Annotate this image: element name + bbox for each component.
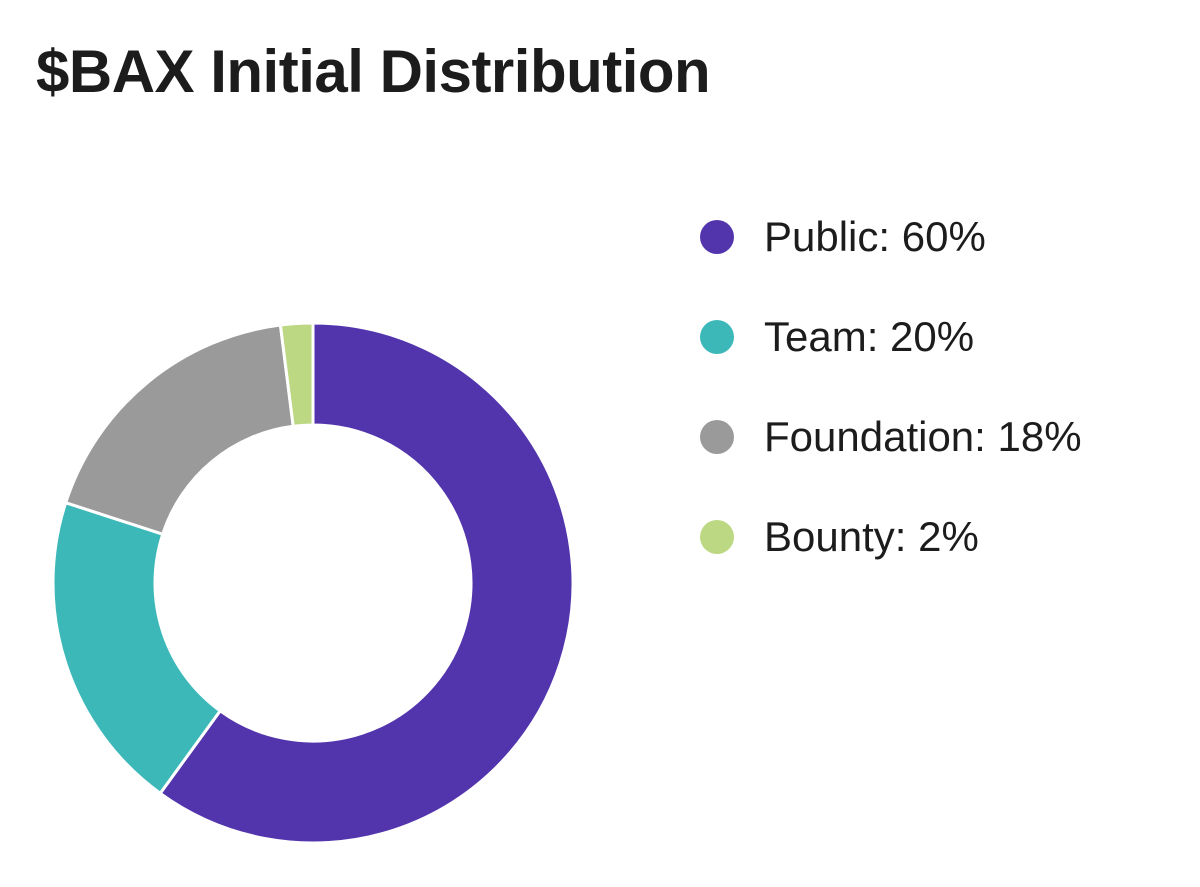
chart-legend: Public: 60% Team: 20% Foundation: 18% Bount… <box>700 205 1082 605</box>
slice-public[interactable] <box>158 321 575 845</box>
slice-team[interactable] <box>51 501 222 795</box>
doughnut-slices <box>51 321 575 845</box>
legend-item-public[interactable]: Public: 60% <box>700 205 1082 269</box>
legend-label: Bounty: 2% <box>764 513 979 560</box>
legend-swatch <box>700 320 734 354</box>
legend-item-team[interactable]: Team: 20% <box>700 305 1082 369</box>
legend-item-foundation[interactable]: Foundation: 18% <box>700 405 1082 469</box>
legend-swatch <box>700 420 734 454</box>
legend-label: Team: 20% <box>764 313 975 360</box>
slice-bounty[interactable] <box>278 321 315 428</box>
legend-item-bounty[interactable]: Bounty: 2% <box>700 505 1082 569</box>
legend-label: Foundation: 18% <box>764 413 1082 460</box>
legend-swatch <box>700 220 734 254</box>
chart-title: $BAX Initial Distribution <box>36 38 711 105</box>
slice-foundation[interactable] <box>64 323 295 536</box>
legend-label: Public: 60% <box>764 213 986 260</box>
legend-swatch <box>700 520 734 554</box>
